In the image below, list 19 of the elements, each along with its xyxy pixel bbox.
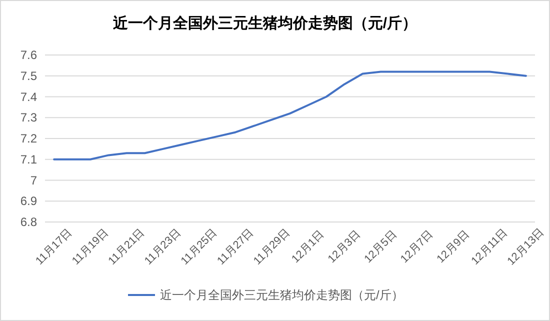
x-tick-label: 12月1日 (290, 228, 327, 266)
y-tick-label: 6.8 (20, 215, 38, 229)
y-tick-label: 7.1 (20, 152, 38, 166)
y-tick-label: 7 (30, 173, 38, 188)
x-tick-label: 12月3日 (326, 228, 363, 266)
x-tick-label: 12月13日 (505, 226, 547, 268)
x-tick-label: 11月29日 (251, 226, 292, 268)
y-tick-label: 7.2 (20, 132, 38, 146)
chart-title: 近一个月全国外三元生猪均价走势图（元/斤） (112, 15, 418, 32)
y-tick-label: 6.9 (20, 194, 38, 208)
y-tick-label: 7.3 (20, 110, 38, 125)
x-tick-label: 12月7日 (398, 228, 436, 266)
y-tick-label: 7.6 (20, 48, 38, 62)
y-tick-label: 7.4 (20, 90, 38, 104)
legend-label: 近一个月全国外三元生猪均价走势图（元/斤） (160, 288, 404, 302)
x-tick-label: 12月9日 (434, 228, 472, 266)
line-series (53, 70, 527, 160)
y-tick-label: 7.5 (20, 68, 38, 83)
x-tick-label: 12月5日 (362, 228, 400, 266)
